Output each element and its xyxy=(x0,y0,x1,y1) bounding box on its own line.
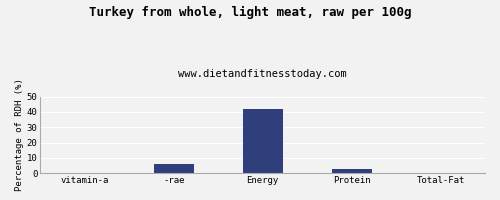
Bar xyxy=(242,109,282,173)
Bar xyxy=(332,169,372,173)
Title: www.dietandfitnesstoday.com: www.dietandfitnesstoday.com xyxy=(178,69,347,79)
Y-axis label: Percentage of RDH (%): Percentage of RDH (%) xyxy=(15,78,24,191)
Text: Turkey from whole, light meat, raw per 100g: Turkey from whole, light meat, raw per 1… xyxy=(89,6,411,19)
Bar xyxy=(154,164,194,173)
